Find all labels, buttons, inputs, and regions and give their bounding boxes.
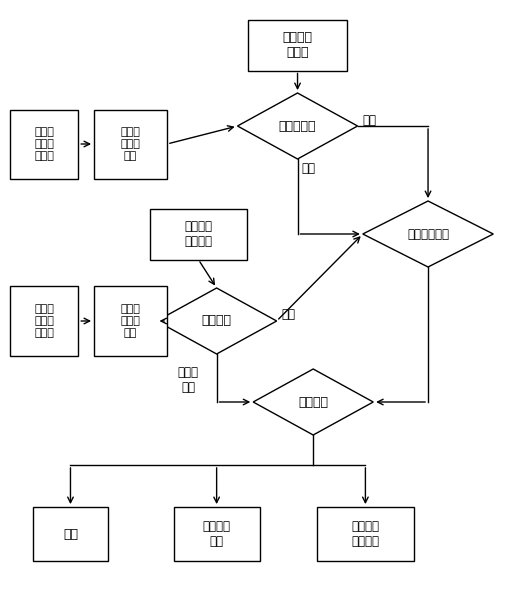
FancyBboxPatch shape — [173, 507, 259, 561]
FancyBboxPatch shape — [248, 19, 347, 70]
Text: 运行效率判定: 运行效率判定 — [407, 227, 449, 241]
Polygon shape — [238, 93, 358, 159]
Polygon shape — [157, 288, 277, 354]
Text: 正常: 正常 — [282, 308, 296, 322]
Text: 负荷率判定: 负荷率判定 — [279, 119, 316, 133]
Polygon shape — [363, 201, 493, 267]
Text: 引风机额
定电流: 引风机额 定电流 — [282, 31, 313, 59]
FancyBboxPatch shape — [94, 286, 167, 355]
Text: 显示除尘
效率级别: 显示除尘 效率级别 — [351, 520, 379, 548]
Text: 提示运行
意见: 提示运行 意见 — [203, 520, 231, 548]
Text: 引风机
电流信
号采集: 引风机 电流信 号采集 — [34, 127, 54, 161]
Text: 正常: 正常 — [363, 113, 377, 127]
Text: 进出口
压差信
号采集: 进出口 压差信 号采集 — [34, 304, 54, 338]
Text: 综合判定: 综合判定 — [298, 395, 328, 409]
Text: 电流信
号隔离
处理: 电流信 号隔离 处理 — [121, 127, 140, 161]
Text: 进出口压
力标准值: 进出口压 力标准值 — [184, 220, 212, 248]
FancyBboxPatch shape — [10, 109, 78, 179]
FancyBboxPatch shape — [94, 109, 167, 179]
Polygon shape — [253, 369, 373, 435]
Text: 报警: 报警 — [63, 527, 78, 541]
FancyBboxPatch shape — [150, 208, 246, 259]
Text: 超常: 超常 — [302, 161, 316, 175]
FancyBboxPatch shape — [33, 507, 109, 561]
FancyBboxPatch shape — [317, 507, 413, 561]
FancyBboxPatch shape — [10, 286, 78, 355]
Text: 压力信
号隔离
处理: 压力信 号隔离 处理 — [121, 304, 140, 338]
Text: 无压或
超压: 无压或 超压 — [177, 366, 198, 394]
Text: 压差判定: 压差判定 — [201, 314, 232, 328]
